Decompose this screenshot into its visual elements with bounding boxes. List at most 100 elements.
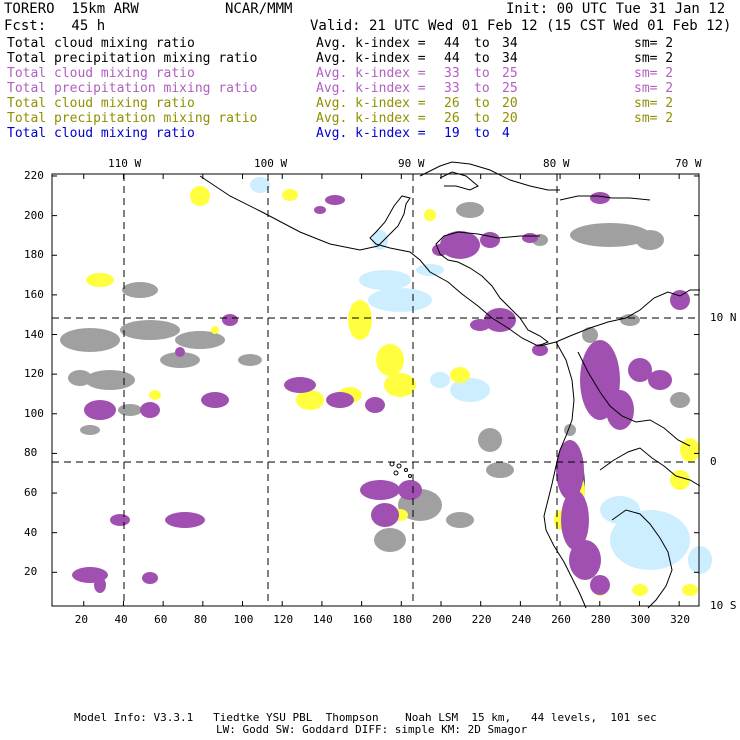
cloud-gray	[446, 512, 474, 528]
legend-from: 44	[444, 51, 460, 66]
cloud-lightblue	[250, 177, 270, 193]
legend-field: Total precipitation mixing ratio	[7, 81, 258, 96]
legend-field: Total cloud mixing ratio	[7, 126, 195, 141]
x-tick-label: 200	[431, 613, 452, 626]
x-tick-label: 100	[233, 613, 254, 626]
cloud-purple	[84, 400, 116, 420]
legend-to: to	[474, 51, 490, 66]
cloud-purple	[484, 308, 516, 332]
cloud-lightblue	[359, 270, 411, 290]
legend-until: 25	[502, 66, 518, 81]
cloud-gray	[582, 327, 598, 343]
cloud-yellow	[376, 344, 404, 376]
galapagos-island-1	[389, 461, 395, 467]
cloud-purple	[360, 480, 400, 500]
cloud-lightblue	[372, 230, 388, 250]
cloud-lightblue	[610, 510, 690, 570]
legend-from: 26	[444, 111, 460, 126]
cloud-yellow	[424, 209, 436, 221]
x-tick-label: 40	[114, 613, 128, 626]
cloud-purple	[314, 206, 326, 214]
cloud-purple	[284, 377, 316, 393]
longitude-label: 90 W	[398, 157, 425, 170]
legend-k-index: Avg. k-index =	[316, 51, 426, 66]
x-tick-label: 160	[352, 613, 373, 626]
cloud-gray	[570, 223, 650, 247]
cloud-gray	[68, 370, 92, 386]
cloud-purple	[365, 397, 385, 413]
legend-field: Total cloud mixing ratio	[7, 36, 195, 51]
legend-from: 44	[444, 36, 460, 51]
cloud-yellow	[86, 273, 114, 287]
cloud-purple	[140, 402, 160, 418]
x-tick-label: 300	[630, 613, 651, 626]
y-tick-label: 80	[24, 446, 38, 460]
cloud-purple	[94, 577, 106, 593]
coastline-cuba	[419, 161, 560, 191]
galapagos-island-4	[393, 470, 399, 476]
legend-k-index: Avg. k-index =	[316, 126, 426, 141]
legend-until: 34	[502, 51, 518, 66]
cloud-lightblue	[430, 372, 450, 388]
cloud-yellow	[282, 189, 298, 201]
cloud-yellow	[296, 390, 324, 410]
y-tick-label: 100	[24, 406, 44, 420]
longitude-label: 70 W	[675, 157, 702, 170]
coastline-central-america	[199, 175, 550, 347]
cloud-purple	[165, 512, 205, 528]
legend-k-index: Avg. k-index =	[316, 111, 426, 126]
longitude-label: 80 W	[543, 157, 570, 170]
cloud-purple	[480, 232, 500, 248]
x-tick-label: 280	[590, 613, 611, 626]
legend-until: 25	[502, 81, 518, 96]
cloud-fields	[60, 177, 712, 596]
legend-until: 34	[502, 36, 518, 51]
legend-smoothing: sm= 2	[634, 66, 674, 81]
cloud-purple	[606, 390, 634, 430]
cloud-lightblue	[416, 264, 444, 276]
model-info-line1: Model Info: V3.3.1 Tiedtke YSU PBL Thomp…	[74, 711, 657, 724]
cloud-gray	[478, 428, 502, 452]
cloud-gray	[60, 328, 120, 352]
valid-time: Valid: 21 UTC Wed 01 Feb 12 (15 CST Wed …	[310, 18, 732, 34]
cloud-purple	[590, 575, 610, 595]
legend-smoothing: sm= 2	[634, 111, 674, 126]
longitude-label: 100 W	[254, 157, 288, 170]
legend-until: 4	[502, 126, 510, 141]
cloud-gray	[238, 354, 262, 366]
cloud-purple	[590, 192, 610, 204]
cloud-purple	[175, 347, 185, 357]
cloud-gray	[120, 320, 180, 340]
legend-smoothing: sm= 2	[634, 51, 674, 66]
border-colombia	[577, 351, 691, 447]
legend-until: 20	[502, 96, 518, 111]
y-tick-label: 140	[24, 327, 44, 341]
legend-to: to	[474, 81, 490, 96]
cloud-gray	[486, 462, 514, 478]
coastline-caribbean-islands	[439, 171, 479, 191]
y-tick-label: 220	[24, 168, 44, 182]
cloud-yellow	[348, 300, 372, 340]
cloud-lightblue	[450, 378, 490, 402]
cloud-yellow	[384, 373, 416, 397]
legend-field: Total precipitation mixing ratio	[7, 111, 258, 126]
cloud-purple	[326, 392, 354, 408]
cloud-yellow	[632, 584, 648, 596]
longitude-label: 110 W	[108, 157, 142, 170]
x-tick-label: 60	[154, 613, 168, 626]
cloud-gray	[374, 528, 406, 552]
cloud-purple	[142, 572, 158, 584]
cloud-lightblue	[600, 496, 640, 524]
x-tick-label: 320	[670, 613, 691, 626]
cloud-yellow	[211, 326, 219, 334]
axis-ticks	[52, 174, 699, 606]
x-tick-label: 120	[273, 613, 294, 626]
y-tick-label: 60	[24, 486, 38, 500]
cloud-purple	[470, 319, 490, 331]
legend-smoothing: sm= 2	[634, 96, 674, 111]
cloud-purple	[648, 370, 672, 390]
cloud-purple	[432, 244, 448, 256]
cloud-purple	[569, 540, 601, 580]
cloud-gray	[160, 352, 200, 368]
